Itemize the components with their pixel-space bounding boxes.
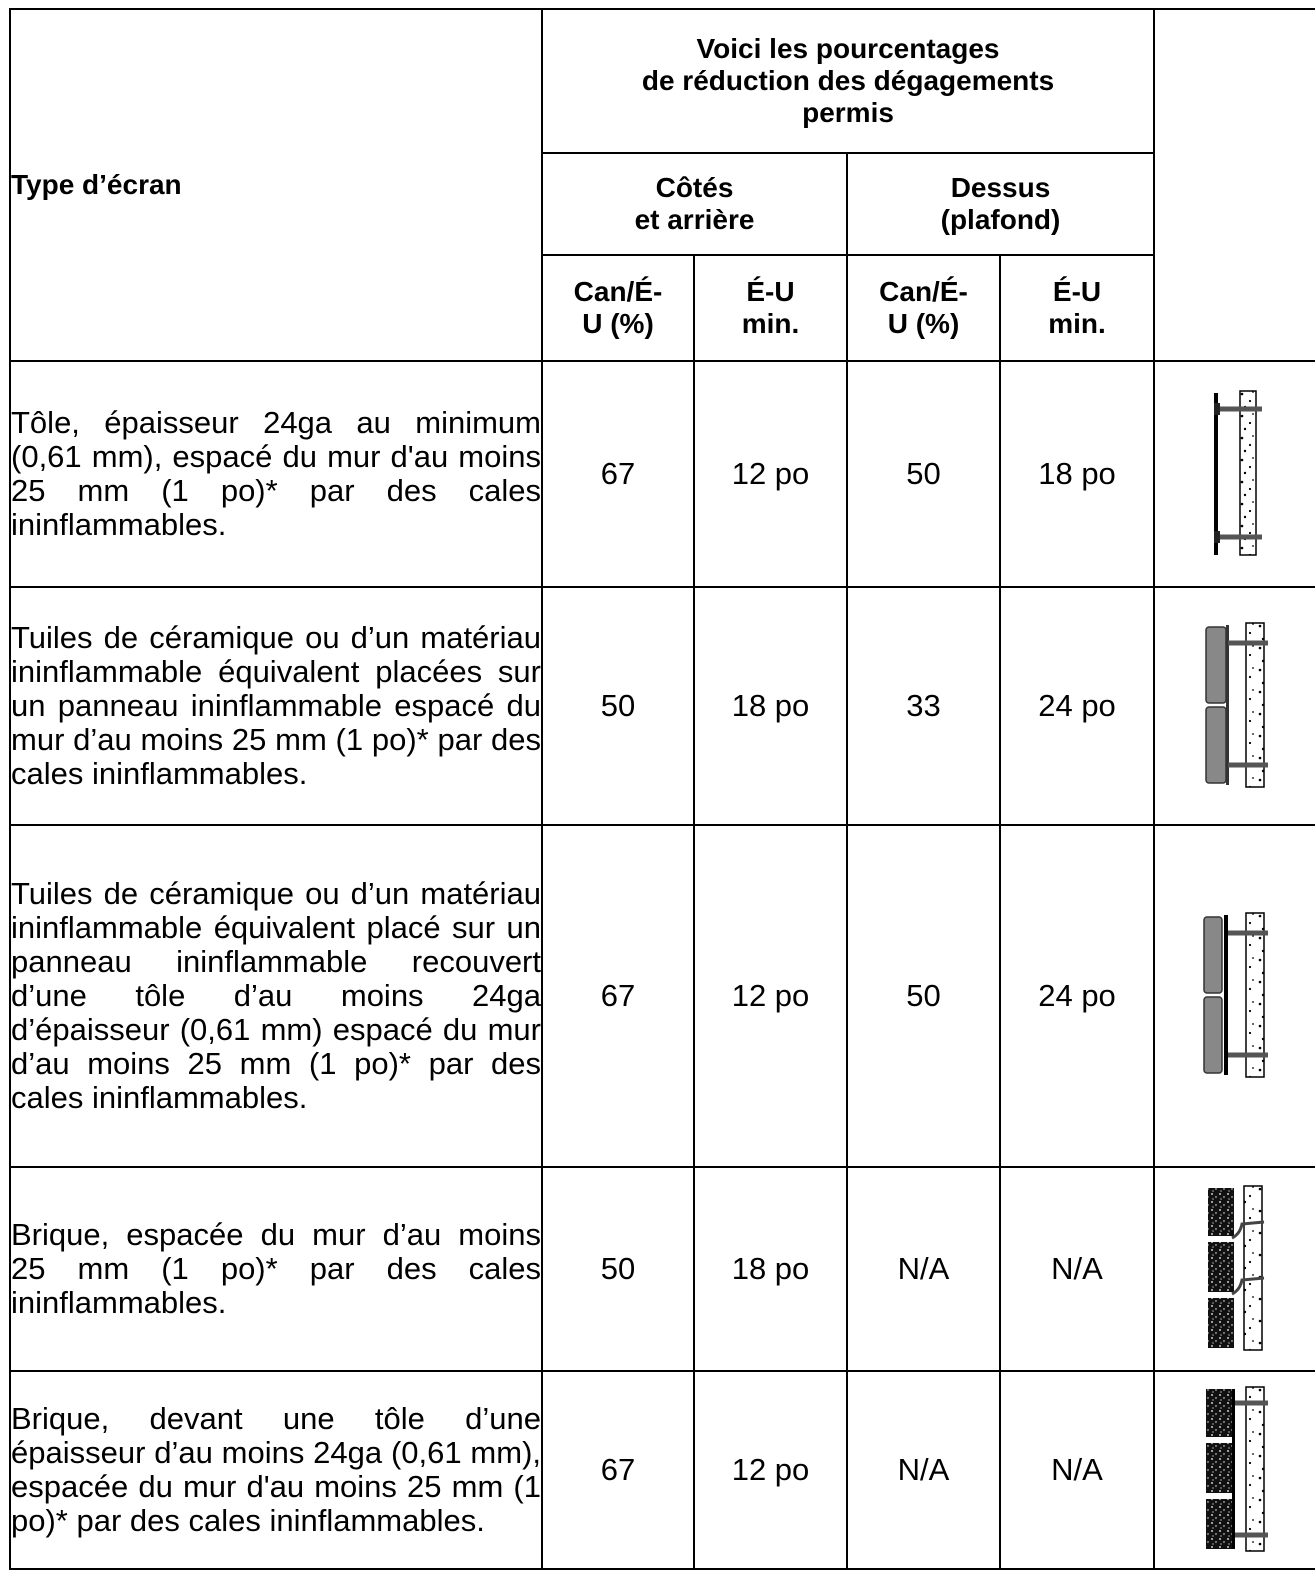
shield-description: Tuiles de céramique ou d’un matériau ini… <box>9 824 543 1168</box>
ceramic-tile-shield-icon <box>1205 622 1269 788</box>
top-can-us-value: N/A <box>846 1166 1001 1372</box>
sides-us-min-value: 18 po <box>693 1166 848 1372</box>
table-row: Tuiles de céramique ou d’un matériau ini… <box>9 586 1315 826</box>
sides-can-us-percent-header: Can/É- U (%) <box>541 254 695 362</box>
sides-can-us-value: 67 <box>541 1370 695 1570</box>
sides-can-us-value: 67 <box>541 360 695 588</box>
tile-on-sheet-metal-shield-icon <box>1203 912 1269 1078</box>
top-ceiling-header: Dessus (plafond) <box>845 152 1156 256</box>
shield-type-header: Type d’écran <box>9 8 543 362</box>
top-can-us-value: 33 <box>846 586 1001 826</box>
sides-us-min-value: 12 po <box>693 1370 848 1570</box>
top-us-min-value: N/A <box>998 1370 1156 1570</box>
sides-can-us-value: 67 <box>541 824 695 1168</box>
top-can-us-value: 50 <box>846 824 1001 1168</box>
table-row: Tuiles de céramique ou d’un matériau ini… <box>9 824 1315 1168</box>
clearance-reduction-table: Type d’écran Voici les pourcentages de r… <box>9 8 1315 1570</box>
shield-description: Tôle, épaisseur 24ga au minimum (0,61 mm… <box>9 360 543 588</box>
top-us-min-value: 24 po <box>998 586 1156 826</box>
sides-us-min-value: 12 po <box>693 824 848 1168</box>
sheet-metal-shield-icon <box>1214 390 1263 556</box>
sides-can-us-value: 50 <box>541 586 695 826</box>
top-us-min-value: 24 po <box>998 824 1156 1168</box>
sides-can-us-value: 50 <box>541 1166 695 1372</box>
brick-shield-icon <box>1208 1185 1265 1351</box>
shield-description: Tuiles de céramique ou d’un matériau ini… <box>9 586 543 826</box>
table-row: Brique, devant une tôle d’une épaisseur … <box>9 1370 1315 1570</box>
shield-description: Brique, devant une tôle d’une épaisseur … <box>9 1370 543 1570</box>
sides-us-min-header: É-U min. <box>693 254 848 362</box>
sides-rear-header: Côtés et arrière <box>541 152 848 256</box>
table-row: Brique, espacée du mur d’au moins 25 mm … <box>9 1166 1315 1372</box>
top-us-min-header: É-U min. <box>998 254 1156 362</box>
sides-us-min-value: 18 po <box>693 586 848 826</box>
sides-us-min-value: 12 po <box>693 360 848 588</box>
brick-on-sheet-metal-shield-icon <box>1206 1386 1269 1552</box>
table-row: Tôle, épaisseur 24ga au minimum (0,61 mm… <box>9 360 1315 588</box>
shield-description: Brique, espacée du mur d’au moins 25 mm … <box>9 1166 543 1372</box>
top-can-us-value: 50 <box>846 360 1001 588</box>
top-us-min-value: 18 po <box>998 360 1156 588</box>
top-can-us-value: N/A <box>846 1370 1001 1570</box>
reduction-percent-header: Voici les pourcentages de réduction des … <box>540 8 1156 154</box>
top-can-us-percent-header: Can/É- U (%) <box>846 254 1001 362</box>
top-us-min-value: N/A <box>998 1166 1156 1372</box>
illustration-header <box>1153 8 1315 362</box>
